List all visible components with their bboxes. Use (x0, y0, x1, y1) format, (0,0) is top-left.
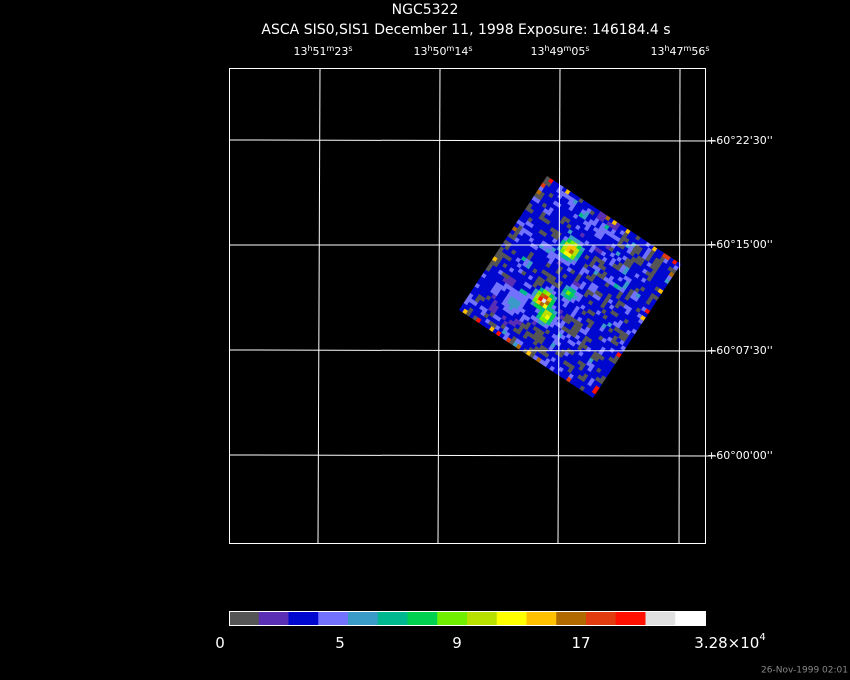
colorbar-segment (258, 611, 289, 625)
title: NGC5322 (392, 2, 459, 18)
image-pixel (589, 392, 596, 398)
label-text: 9 (452, 634, 462, 652)
ra-unit: s (705, 44, 709, 53)
label-text: 3.28×10 (694, 634, 759, 652)
ra-number: 50 (433, 45, 447, 58)
colorbar-segment (675, 611, 706, 625)
ra-unit: h (664, 44, 669, 53)
ra-unit: m (684, 44, 692, 53)
timestamp: 26-Nov-1999 02:01 (761, 666, 848, 676)
colorbar-label: 0 (215, 634, 225, 652)
ra-number: 13 (293, 45, 307, 58)
ra-label: 13h49m05s (530, 44, 589, 59)
ra-unit: m (327, 44, 335, 53)
dec-label: +60°07'30'' (707, 344, 773, 357)
dec-grid-line (228, 139, 717, 142)
dec-label: +60°00'00'' (707, 449, 773, 462)
colorbar: 0 5 9 17 3.28×104 (215, 611, 766, 652)
ra-number: 05 (571, 45, 585, 58)
dec-label: +60°22'30'' (707, 134, 773, 147)
colorbar-segment (645, 611, 676, 625)
ra-label: 13h47m56s (650, 44, 709, 59)
label-text: 5 (335, 634, 345, 652)
ra-unit: m (564, 44, 572, 53)
ra-grid-line (317, 67, 321, 544)
colorbar-label: 9 (452, 634, 462, 652)
dec-grid-line (228, 454, 717, 457)
ra-unit: s (585, 44, 589, 53)
ra-number: 51 (313, 45, 327, 58)
colorbar-segment (377, 611, 408, 625)
label-text: 17 (571, 634, 590, 652)
ra-unit: h (544, 44, 549, 53)
ra-number: 23 (334, 45, 348, 58)
sky-image (458, 176, 681, 398)
dec-label: +60°15'00'' (707, 238, 773, 251)
ra-unit: h (307, 44, 312, 53)
colorbar-label: 17 (571, 634, 590, 652)
ra-number: 49 (550, 45, 564, 58)
colorbar-segment (496, 611, 527, 625)
ra-grid-line (437, 67, 441, 544)
ra-label: 13h51m23s (293, 44, 352, 59)
ra-grid-line (678, 67, 681, 544)
ra-unit: h (427, 44, 432, 53)
dec-grid-line (228, 349, 717, 352)
ra-grid-line (557, 67, 561, 544)
colorbar-segment (229, 611, 260, 625)
ra-number: 47 (670, 45, 684, 58)
subtitle: ASCA SIS0,SIS1 December 11, 1998 Exposur… (261, 22, 670, 38)
colorbar-segment (348, 611, 379, 625)
colorbar-segment (437, 611, 468, 625)
colorbar-segment (526, 611, 557, 625)
coordinate-grid (228, 67, 717, 544)
ra-number: 14 (454, 45, 468, 58)
ra-unit: s (468, 44, 472, 53)
ra-number: 13 (413, 45, 427, 58)
colorbar-frame (229, 611, 706, 626)
label-text: 0 (215, 634, 225, 652)
colorbar-label: 3.28×104 (694, 632, 765, 652)
ra-number: 56 (691, 45, 705, 58)
ra-number: 13 (650, 45, 664, 58)
ra-unit: s (348, 44, 352, 53)
ra-unit: m (447, 44, 455, 53)
colorbar-segment (556, 611, 587, 625)
colorbar-segment (407, 611, 438, 625)
detector-field (458, 176, 681, 398)
colorbar-segment (586, 611, 617, 625)
exponent: 4 (759, 632, 765, 643)
colorbar-segment (288, 611, 319, 625)
colorbar-segment (318, 611, 349, 625)
ra-label: 13h50m14s (413, 44, 472, 59)
colorbar-segment (467, 611, 498, 625)
ra-number: 13 (530, 45, 544, 58)
colorbar-segment (615, 611, 646, 625)
colorbar-label: 5 (335, 634, 345, 652)
plot-frame (229, 68, 706, 544)
